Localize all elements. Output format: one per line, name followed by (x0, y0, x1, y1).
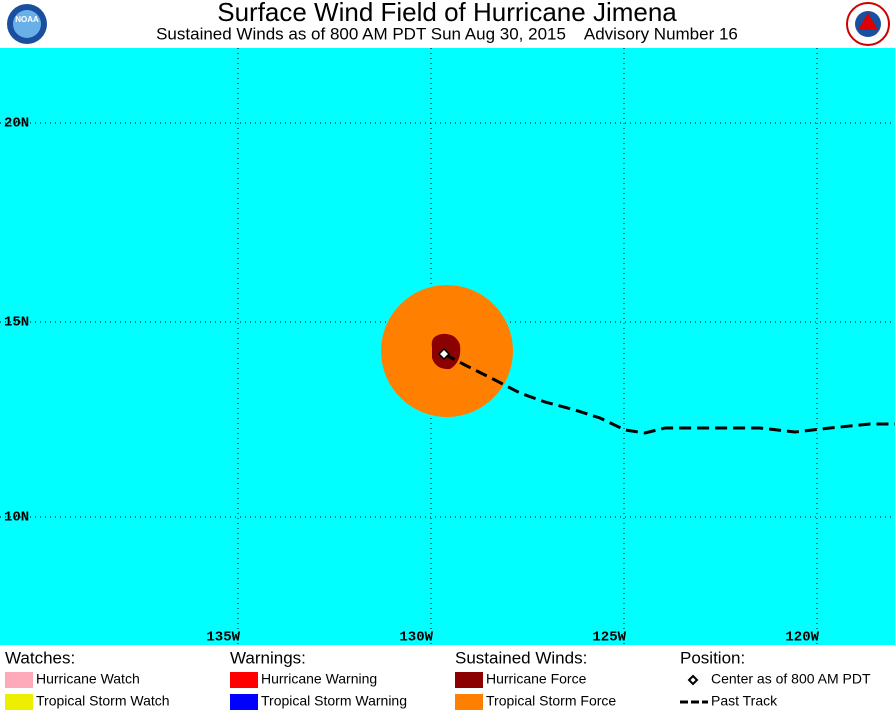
title: Surface Wind Field of Hurricane Jimena (217, 0, 677, 27)
legend-item: Tropical Storm Watch (36, 693, 170, 709)
longitude-label: 125W (592, 630, 626, 646)
latitude-label: 20N (4, 116, 29, 132)
legend-heading: Watches: (5, 648, 75, 667)
longitude-label: 130W (399, 630, 433, 646)
past-track (443, 352, 895, 435)
legend-item: Past Track (711, 693, 778, 709)
legend-heading: Sustained Winds: (455, 648, 587, 667)
nws-logo (846, 2, 890, 46)
legend-heading: Position: (680, 648, 745, 667)
latitude-label: 10N (4, 510, 29, 526)
logo-text: NOAA (15, 15, 39, 24)
legend-item: Hurricane Force (486, 671, 587, 687)
noaa-logo: NOAA (7, 4, 47, 44)
legend-swatch (455, 694, 483, 710)
legend-swatch (5, 694, 33, 710)
center-symbol (687, 674, 699, 686)
legend-item: Hurricane Warning (261, 671, 377, 687)
center-marker (437, 347, 451, 361)
legend-swatch (230, 672, 258, 688)
legend-swatch (230, 694, 258, 710)
latitude-label: 15N (4, 315, 29, 331)
legend-heading: Warnings: (230, 648, 306, 667)
legend-item: Hurricane Watch (36, 671, 140, 687)
legend-swatch (455, 672, 483, 688)
legend-swatch (5, 672, 33, 688)
longitude-label: 120W (785, 630, 819, 646)
legend-item: Center as of 800 AM PDT (711, 671, 871, 687)
legend-item: Tropical Storm Force (486, 693, 616, 709)
legend-item: Tropical Storm Warning (261, 693, 407, 709)
subtitle: Sustained Winds as of 800 AM PDT Sun Aug… (156, 24, 738, 43)
longitude-label: 135W (206, 630, 240, 646)
